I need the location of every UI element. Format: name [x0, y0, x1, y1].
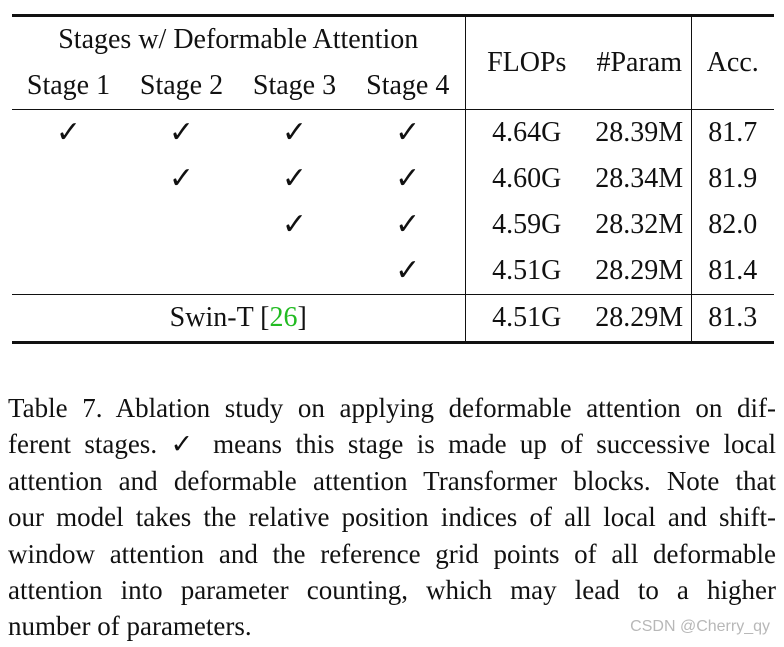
params-header: #Param	[588, 14, 691, 110]
cite-bracket-open: [	[260, 302, 270, 333]
acc-cell: 81.7	[690, 109, 774, 156]
group-header: Stages w/ Deformable Attention	[12, 14, 465, 63]
checkmark-icon: ✓	[395, 115, 421, 150]
acc-cell: 82.0	[690, 202, 774, 248]
checkmark-icon: ✓	[395, 253, 421, 288]
checkmark-icon: ✓	[281, 207, 308, 242]
checkmark-icon: ✓	[168, 161, 195, 196]
checkmark-icon: ✓	[168, 115, 195, 150]
stage-cell: ✓	[238, 202, 351, 248]
stage-cell: ✓	[238, 109, 351, 156]
checkmark-icon: ✓	[395, 161, 421, 196]
stage-cell: ✓	[351, 202, 465, 248]
table-row: ✓ 4.51G 28.29M 81.4	[12, 248, 774, 295]
baseline-name: Swin-T	[169, 302, 254, 333]
stage-cell	[12, 248, 125, 295]
caption-line: our model takes the relative position in…	[8, 502, 776, 533]
caption-line: ferent stages. ✓ means this stage is mad…	[8, 429, 776, 460]
stage-header: Stage 4	[366, 70, 450, 101]
stage-cell	[12, 202, 125, 248]
flops-cell: 4.51G	[464, 248, 588, 295]
stage-cell: ✓	[12, 109, 125, 156]
stage-cell: ✓	[351, 248, 465, 295]
flops-cell: 4.60G	[464, 156, 588, 202]
stage-cell	[125, 202, 238, 248]
table-row: ✓ ✓ ✓ ✓ 4.64G 28.39M 81.7	[12, 109, 774, 156]
stage-header: Stage 2	[139, 70, 224, 101]
checkmark-icon: ✓	[281, 161, 308, 196]
header-row-group: Stages w/ Deformable Attention FLOPs #Pa…	[12, 14, 774, 110]
stage-cell: ✓	[125, 156, 238, 202]
stage-header: Stage 3	[252, 70, 337, 101]
flops-header: FLOPs	[464, 14, 588, 110]
watermark: CSDN @Cherry_qy	[630, 618, 770, 635]
table-caption: Table 7. Ablation study on applying defo…	[8, 390, 776, 645]
baseline-flops: 4.51G	[464, 294, 588, 344]
caption-line: attention into parameter counting, which…	[8, 574, 776, 605]
params-cell: 28.34M	[595, 163, 684, 194]
table-body: ✓ ✓ ✓ ✓ 4.64G 28.39M 81.7 ✓ ✓ ✓ 4.60G 28.34M 81.9 ✓ ✓ 4…	[12, 109, 774, 295]
acc-cell: 81.4	[690, 248, 774, 295]
checkmark-icon: ✓	[55, 115, 82, 150]
stage-cell: ✓	[351, 109, 465, 156]
acc-header: Acc.	[690, 14, 774, 110]
flops-cell: 4.64G	[464, 109, 588, 156]
stage-cell: ✓	[125, 109, 238, 156]
header-row-stages: Stage 1 Stage 2 Stage 3 Stage 4	[12, 63, 774, 110]
stage-cell	[238, 248, 351, 295]
baseline-params: 28.29M	[588, 294, 691, 344]
caption-line: Table 7. Ablation study on applying defo…	[8, 393, 776, 423]
baseline-name-cell: Swin-T [26]	[12, 294, 465, 344]
caption-line: number of parameters.	[8, 611, 252, 642]
citation-number[interactable]: 26	[269, 302, 298, 333]
ablation-table: Stages w/ Deformable Attention FLOPs #Pa…	[12, 14, 774, 344]
citation[interactable]: [26]	[260, 302, 307, 333]
stage-cell: ✓	[351, 156, 465, 202]
params-cell: 28.29M	[595, 255, 684, 286]
baseline-acc: 81.3	[690, 294, 774, 344]
baseline-row: Swin-T [26] 4.51G 28.29M 81.3	[12, 294, 774, 344]
caption-line: window attention and the reference grid …	[8, 538, 776, 569]
stage-cell	[125, 248, 238, 295]
table-row: ✓ ✓ 4.59G 28.32M 82.0	[12, 202, 774, 248]
params-cell: 28.39M	[588, 109, 691, 156]
flops-cell: 4.59G	[464, 202, 588, 248]
checkmark-icon: ✓	[395, 207, 421, 242]
stage-header: Stage 1	[26, 70, 111, 101]
table-row: ✓ ✓ ✓ 4.60G 28.34M 81.9	[12, 156, 774, 202]
params-cell: 28.32M	[595, 209, 684, 240]
ablation-table-container: Stages w/ Deformable Attention FLOPs #Pa…	[12, 14, 774, 344]
acc-cell: 81.9	[690, 156, 774, 202]
stage-cell: ✓	[238, 156, 351, 202]
stage-cell	[12, 156, 125, 202]
caption-line: attention and deformable attention Trans…	[8, 465, 776, 496]
cite-bracket-close: ]	[297, 302, 307, 333]
checkmark-icon: ✓	[281, 115, 308, 150]
